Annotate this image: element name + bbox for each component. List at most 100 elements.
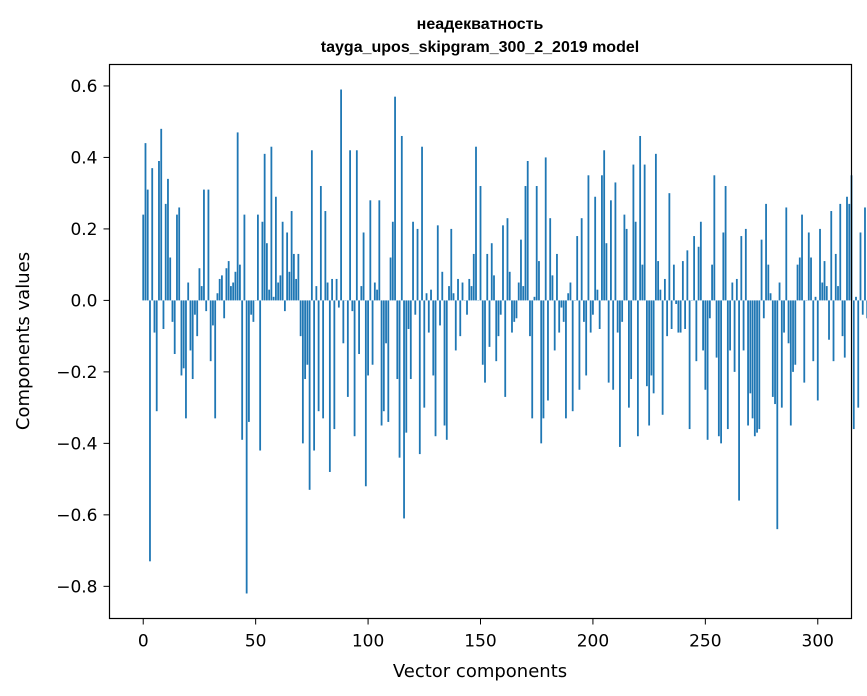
bar [814,296,817,301]
bar [729,300,731,351]
bar [621,300,624,322]
bar [223,300,226,319]
bar [234,271,237,301]
bar [801,214,803,301]
bar [382,300,385,412]
bar [695,300,698,362]
bar [146,189,149,301]
bar [283,300,286,312]
bar [443,300,446,426]
bar [304,300,307,380]
bars-group [142,89,867,594]
bar [151,168,154,301]
bar [733,300,736,372]
bar [720,300,722,444]
bar [722,232,725,301]
bar [232,282,235,301]
bar [158,161,160,301]
bar [297,253,300,301]
bar [245,300,248,594]
bar [603,150,606,301]
bar [371,300,374,365]
bar [200,286,203,301]
bar [212,300,214,326]
bar [616,300,619,333]
bar [398,300,401,458]
bar [205,300,208,312]
bar [652,300,655,394]
bar [268,289,271,301]
bar [587,175,590,301]
bar [742,300,745,351]
bar [209,300,212,362]
bar [787,300,790,344]
bar [565,300,567,419]
bar [605,243,608,301]
bar [144,143,147,301]
bar [614,182,617,301]
bar [650,300,653,376]
bar [578,300,581,390]
bar [272,296,275,301]
bar [585,300,588,376]
x-ticks-group: 0 50 100 150 200 250 300 [138,618,834,652]
bar [580,218,583,301]
bar [176,214,178,301]
bar [499,300,502,315]
bar [839,203,842,301]
bar [855,296,857,301]
bar [479,186,482,301]
bar [490,243,493,301]
bar [331,278,333,301]
bar [852,300,855,430]
bar [191,300,194,380]
bar [753,300,756,437]
bar [645,300,648,387]
chart-title-line1: неадекватность [417,16,544,33]
bar [513,300,516,322]
bar [524,186,527,301]
bar [704,300,707,390]
bar [556,253,558,301]
bar [661,300,664,415]
bar [279,275,282,301]
bar [751,300,754,419]
bar [693,236,696,301]
bar [396,300,399,380]
bar [306,300,309,365]
x-tick-label: 150 [464,632,496,652]
bar [670,300,673,329]
bar [358,300,360,355]
bar [189,300,192,351]
x-tick-label: 250 [689,632,721,652]
bar [747,300,749,426]
bar [367,300,369,376]
bar [834,253,837,301]
bar [517,282,520,301]
bar [299,300,302,337]
bar [511,300,513,333]
bar [533,296,536,301]
bar [405,300,408,433]
bar [376,289,378,301]
bar [508,271,511,301]
bar [744,228,747,301]
bar [551,275,554,301]
bar [542,300,545,419]
bar [843,300,846,358]
bar [731,282,734,301]
bar [416,228,419,301]
bar [346,300,349,397]
bar [385,300,387,344]
bar [421,146,423,301]
bar [475,146,477,301]
bar [668,193,671,301]
bar [699,221,702,301]
bar [227,261,230,301]
bar [540,300,543,444]
bar [324,211,327,301]
bar [677,300,680,333]
bar [825,286,828,301]
bar [239,264,241,301]
bar [328,300,331,472]
